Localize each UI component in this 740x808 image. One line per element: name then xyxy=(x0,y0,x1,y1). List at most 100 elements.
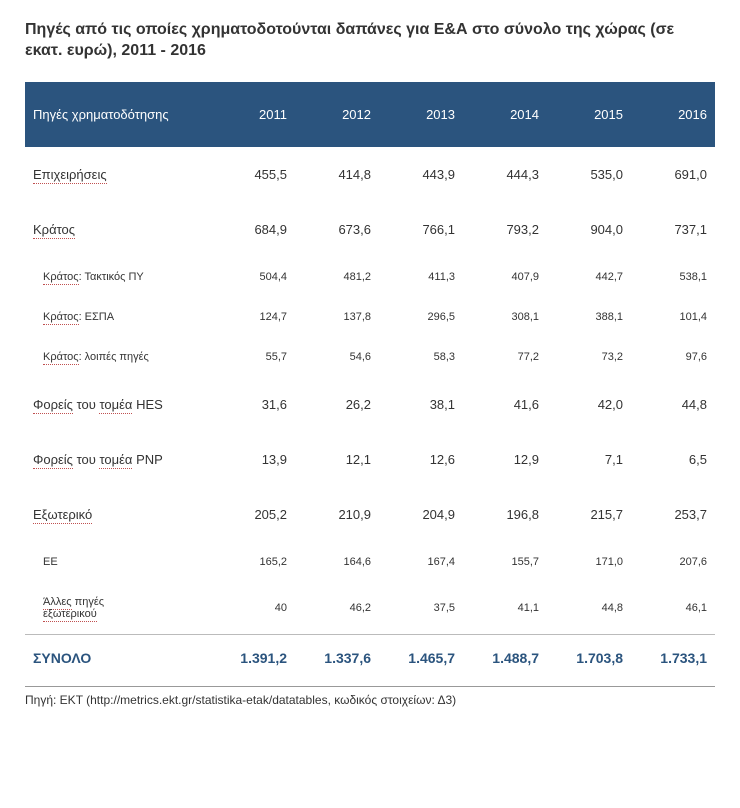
cell: 904,0 xyxy=(547,202,631,257)
label-text: ΕΕ xyxy=(43,556,58,568)
cell: 7,1 xyxy=(547,432,631,487)
row-label: Επιχειρήσεις xyxy=(25,147,211,202)
cell: 164,6 xyxy=(295,542,379,582)
cell: 44,8 xyxy=(547,582,631,635)
cell: 443,9 xyxy=(379,147,463,202)
table-row: Κράτος 684,9 673,6 766,1 793,2 904,0 737… xyxy=(25,202,715,257)
row-label: Κράτος: λοιπές πηγές xyxy=(25,337,211,377)
row-label: Άλλες πηγές εξωτερικού xyxy=(25,582,211,635)
cell: 1.465,7 xyxy=(379,634,463,681)
label-text: HES xyxy=(132,397,162,412)
cell: 1.733,1 xyxy=(631,634,715,681)
cell: 165,2 xyxy=(211,542,295,582)
label-text: εξωτερικού xyxy=(43,608,97,622)
cell: 58,3 xyxy=(379,337,463,377)
table-row: Άλλες πηγές εξωτερικού 40 46,2 37,5 41,1… xyxy=(25,582,715,635)
table-row: Κράτος: ΕΣΠΑ 124,7 137,8 296,5 308,1 388… xyxy=(25,297,715,337)
col-2014: 2014 xyxy=(463,82,547,147)
cell: 196,8 xyxy=(463,487,547,542)
cell: 77,2 xyxy=(463,337,547,377)
total-label: ΣΥΝΟΛΟ xyxy=(25,634,211,681)
data-table: Πηγές χρηματοδότησης 2011 2012 2013 2014… xyxy=(25,82,715,681)
cell: 97,6 xyxy=(631,337,715,377)
cell: 204,9 xyxy=(379,487,463,542)
table-row: Κράτος: Τακτικός ΠΥ 504,4 481,2 411,3 40… xyxy=(25,257,715,297)
table-row: ΕΕ 165,2 164,6 167,4 155,7 171,0 207,6 xyxy=(25,542,715,582)
cell: 407,9 xyxy=(463,257,547,297)
table-row: Φορείς του τομέα PNP 13,9 12,1 12,6 12,9… xyxy=(25,432,715,487)
cell: 38,1 xyxy=(379,377,463,432)
cell: 535,0 xyxy=(547,147,631,202)
cell: 12,6 xyxy=(379,432,463,487)
label-text: του xyxy=(73,397,100,412)
label-text: Κράτος xyxy=(43,311,79,325)
cell: 44,8 xyxy=(631,377,715,432)
row-label: Κράτος xyxy=(25,202,211,257)
cell: 388,1 xyxy=(547,297,631,337)
cell: 737,1 xyxy=(631,202,715,257)
page-title: Πηγές από τις οποίες χρηματοδοτούνται δα… xyxy=(25,20,715,62)
cell: 42,0 xyxy=(547,377,631,432)
cell: 691,0 xyxy=(631,147,715,202)
cell: 101,4 xyxy=(631,297,715,337)
cell: 167,4 xyxy=(379,542,463,582)
col-2016: 2016 xyxy=(631,82,715,147)
cell: 455,5 xyxy=(211,147,295,202)
cell: 538,1 xyxy=(631,257,715,297)
table-row: Φορείς του τομέα HES 31,6 26,2 38,1 41,6… xyxy=(25,377,715,432)
table-row: Επιχειρήσεις 455,5 414,8 443,9 444,3 535… xyxy=(25,147,715,202)
cell: 207,6 xyxy=(631,542,715,582)
label-text: Φορείς xyxy=(33,452,73,469)
cell: 26,2 xyxy=(295,377,379,432)
col-2013: 2013 xyxy=(379,82,463,147)
cell: 31,6 xyxy=(211,377,295,432)
cell: 1.337,6 xyxy=(295,634,379,681)
label-text: Εξωτερικό xyxy=(33,507,92,524)
cell: 210,9 xyxy=(295,487,379,542)
label-text: Κράτος xyxy=(43,271,79,285)
table-row: Εξωτερικό 205,2 210,9 204,9 196,8 215,7 … xyxy=(25,487,715,542)
label-text: πηγές xyxy=(72,596,104,608)
table-row: Κράτος: λοιπές πηγές 55,7 54,6 58,3 77,2… xyxy=(25,337,715,377)
label-text: τομέα xyxy=(99,397,132,414)
row-label: Φορείς του τομέα PNP xyxy=(25,432,211,487)
cell: 12,1 xyxy=(295,432,379,487)
cell: 481,2 xyxy=(295,257,379,297)
cell: 13,9 xyxy=(211,432,295,487)
cell: 54,6 xyxy=(295,337,379,377)
cell: 124,7 xyxy=(211,297,295,337)
label-text: Επιχειρήσεις xyxy=(33,167,107,184)
label-text: του xyxy=(73,452,100,467)
header-row: Πηγές χρηματοδότησης 2011 2012 2013 2014… xyxy=(25,82,715,147)
cell: 504,4 xyxy=(211,257,295,297)
cell: 55,7 xyxy=(211,337,295,377)
cell: 137,8 xyxy=(295,297,379,337)
total-row: ΣΥΝΟΛΟ 1.391,2 1.337,6 1.465,7 1.488,7 1… xyxy=(25,634,715,681)
cell: 12,9 xyxy=(463,432,547,487)
col-2012: 2012 xyxy=(295,82,379,147)
cell: 442,7 xyxy=(547,257,631,297)
cell: 46,2 xyxy=(295,582,379,635)
cell: 673,6 xyxy=(295,202,379,257)
label-text: Κράτος xyxy=(33,222,75,239)
label-text: Κράτος xyxy=(43,351,79,365)
cell: 684,9 xyxy=(211,202,295,257)
row-label: ΕΕ xyxy=(25,542,211,582)
label-text: : ΕΣΠΑ xyxy=(79,311,115,323)
row-label: Εξωτερικό xyxy=(25,487,211,542)
cell: 1.391,2 xyxy=(211,634,295,681)
cell: 793,2 xyxy=(463,202,547,257)
col-label: Πηγές χρηματοδότησης xyxy=(25,82,211,147)
cell: 41,6 xyxy=(463,377,547,432)
col-2015: 2015 xyxy=(547,82,631,147)
cell: 766,1 xyxy=(379,202,463,257)
cell: 308,1 xyxy=(463,297,547,337)
cell: 46,1 xyxy=(631,582,715,635)
row-label: Κράτος: ΕΣΠΑ xyxy=(25,297,211,337)
label-text: : λοιπές πηγές xyxy=(79,351,149,363)
label-text: Φορείς xyxy=(33,397,73,414)
cell: 73,2 xyxy=(547,337,631,377)
cell: 444,3 xyxy=(463,147,547,202)
cell: 155,7 xyxy=(463,542,547,582)
cell: 37,5 xyxy=(379,582,463,635)
